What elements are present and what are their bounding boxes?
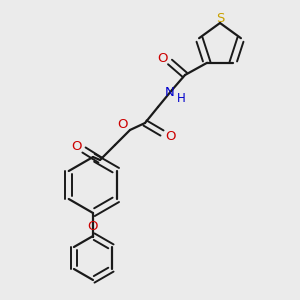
- Text: H: H: [177, 92, 185, 104]
- Text: O: O: [158, 52, 168, 65]
- Text: S: S: [216, 11, 224, 25]
- Text: O: O: [71, 140, 81, 152]
- Text: O: O: [88, 220, 98, 232]
- Text: O: O: [165, 130, 175, 142]
- Text: N: N: [165, 85, 175, 98]
- Text: O: O: [117, 118, 127, 131]
